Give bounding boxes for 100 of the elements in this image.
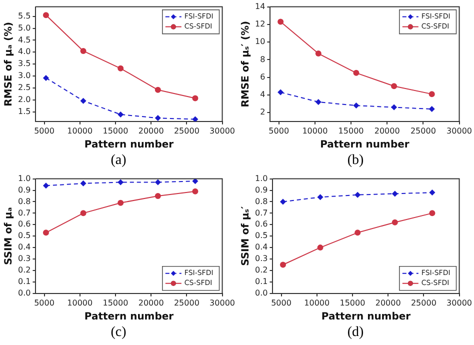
y-tick-label: 10 [254,37,266,46]
x-axis-title: Pattern number [320,140,410,151]
text: (d) [346,325,365,341]
point [192,188,198,194]
point [315,50,322,57]
point [118,200,124,206]
x-axis-title: Pattern number [84,140,174,151]
point [154,192,161,199]
x-tick-label: 15000 [338,126,364,136]
x-tick-label: 20000 [375,298,401,308]
point [428,106,435,112]
y-tick-label: 4.5 [18,35,31,44]
point [118,111,124,118]
y-tick-label: 5.0 [18,23,31,32]
y-tick-label: 1.0 [254,174,268,183]
x-tick-label: 5000 [268,126,290,136]
x-tick-label: 15000 [340,298,366,308]
y-tick-label: 5.5 [18,11,31,20]
y-tick-label: 0.3 [18,254,31,264]
point [42,230,49,236]
y-tick-label: 2.5 [18,83,31,92]
y-tick-label: 0.2 [254,266,268,275]
point [392,190,398,197]
point [80,210,86,216]
point [192,95,198,102]
x-tick-label: 25000 [174,126,200,136]
y-tick-label: 4 [260,90,266,100]
y-tick-label: 0.7 [254,208,268,218]
x-tick-label: 10000 [67,126,93,136]
y-tick-label: 2.0 [18,94,31,104]
point [118,179,124,186]
point [428,91,435,98]
y-tick-label: 2 [260,108,266,117]
x-axis-title: Pattern number [84,312,174,323]
y-tick-label: 0.8 [254,196,268,206]
x-tick-label: 10000 [304,298,330,308]
x-tick-label: 25000 [410,126,436,136]
point [429,190,436,196]
point [278,89,284,96]
y-tick-label: 4.0 [18,47,31,56]
point [317,244,324,251]
x-tick-label: 30000 [446,126,472,136]
point [317,194,324,200]
point [192,116,198,122]
x-tick-label: 25000 [410,298,436,308]
y-tick-label: 3.0 [18,71,31,80]
y-tick-label: 1.0 [18,174,31,183]
point [118,65,124,72]
point [42,12,49,18]
point [392,219,398,226]
y-tick-label: 0.0 [18,288,31,298]
point [42,182,49,189]
x-tick-label: 5000 [34,298,54,308]
y-tick-label: 12 [254,20,266,29]
y-tick-label: 0.6 [18,220,31,229]
y-tick-label: 0.2 [18,266,31,275]
y-tick-label: 0.3 [254,254,268,264]
point [429,210,436,216]
y-tick-label: 0.7 [18,208,31,218]
x-tick-label: 30000 [210,298,235,308]
point [353,70,360,76]
y-tick-label: 0.9 [254,185,268,194]
x-tick-label: 20000 [138,298,164,308]
point [154,86,161,93]
y-axis-title: SSIM of μₛ′ [240,206,252,266]
y-tick-label: 0.4 [18,242,31,252]
point [280,198,286,205]
point [280,262,286,268]
point [192,178,198,184]
x-axis-title: Pattern number [321,312,411,323]
point [80,180,86,186]
point [315,99,322,106]
point [391,83,398,90]
y-tick-label: 6 [260,72,266,82]
y-tick-label: 0.1 [254,277,268,286]
point [80,48,86,54]
text: (a) [110,153,128,169]
text: (b) [346,153,365,169]
x-tick-label: 20000 [138,126,164,136]
point [354,230,361,236]
point [154,115,161,122]
point [154,179,161,186]
text: (c) [110,325,128,341]
x-tick-label: 20000 [374,126,400,136]
point [278,18,284,25]
y-tick-label: 1.5 [18,106,31,116]
y-tick-label: 0.1 [18,277,31,286]
x-tick-label: 10000 [302,126,328,136]
x-tick-label: 10000 [67,298,93,308]
point [80,98,86,104]
x-tick-label: 30000 [446,298,472,308]
point [391,104,398,110]
x-tick-label: 5000 [34,126,54,136]
y-tick-label: 0.5 [254,231,268,240]
y-tick-label: 0.8 [18,196,31,206]
point [353,102,360,109]
y-tick-label: 0.5 [18,231,31,240]
y-axis-title: SSIM of μₐ [4,206,15,265]
y-tick-label: 14 [254,2,266,11]
y-axis-title: RMSE of μₐ (%) [4,22,15,106]
